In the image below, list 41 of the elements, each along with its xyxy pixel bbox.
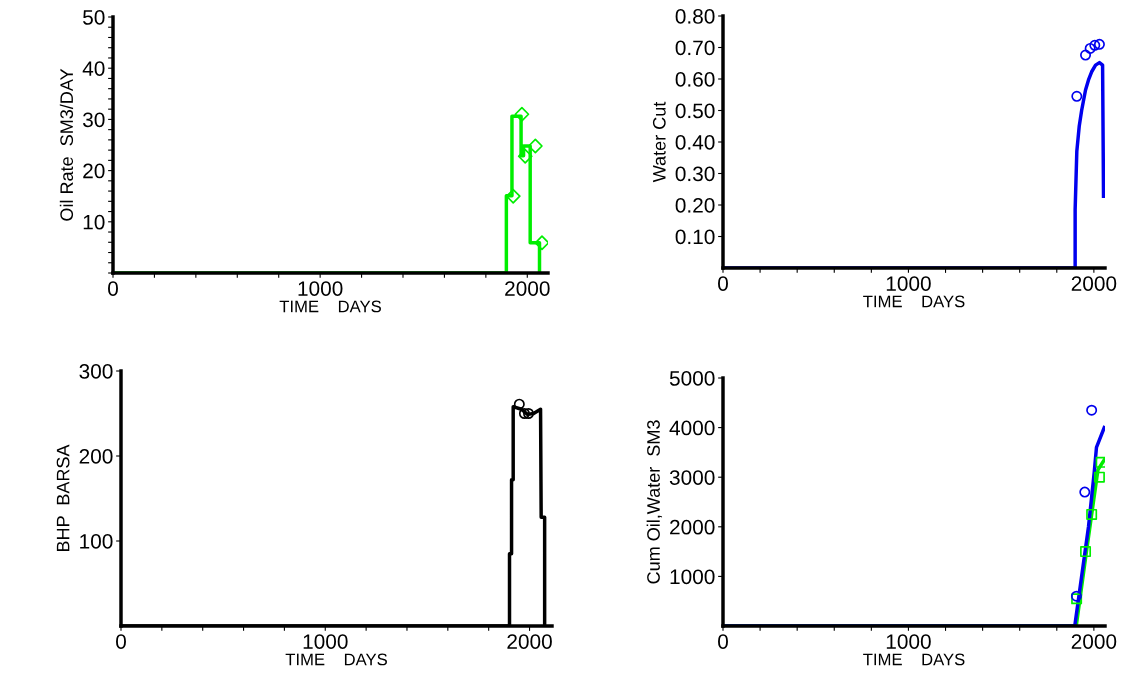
x-tick-label: 0 [116,634,126,649]
y-tick-label: 0.40 [675,135,715,150]
y-tick-label: 0.50 [675,103,715,119]
y-tick-label: 200 [79,449,113,464]
x-tick-label: 0 [108,281,118,296]
y-tick-label: 50 [83,10,105,25]
x-tick-label: 2000 [505,281,550,296]
y-tick-label: 0.70 [675,40,715,56]
y-tick-label: 0.20 [675,198,715,213]
x-tick-label: 0 [718,634,728,649]
y-tick-label: 0.30 [675,166,715,182]
y-axis-title: Water Cut [652,101,666,183]
y-tick-label: 20 [83,163,105,179]
y-axis-title: BHP BARSA [56,444,70,552]
y-tick-label: 0.10 [675,229,715,245]
x-axis-title: TIME DAYS [279,300,381,313]
y-tick-label: 0.80 [675,9,715,24]
x-tick-label: 1000 [298,281,343,296]
y-tick-label: 300 [79,364,113,379]
x-tick-label: 2000 [1071,634,1117,649]
x-tick-label: 2000 [507,634,552,649]
x-axis-title: TIME DAYS [285,653,387,666]
y-tick-label: 1000 [670,569,715,585]
x-tick-label: 2000 [1071,276,1117,291]
y-tick-label: 5000 [669,371,715,386]
y-tick-label: 4000 [669,420,715,436]
x-axis-title: TIME DAYS [863,295,965,308]
y-tick-label: 100 [80,534,113,549]
y-tick-label: 10 [83,214,105,230]
y-tick-label: 30 [82,112,105,128]
x-axis-title: TIME DAYS [863,653,965,666]
x-tick-label: 1000 [886,276,931,291]
y-tick-label: 3000 [669,470,715,485]
y-axis-title: Cum Oil,Water SM3 [646,420,663,584]
x-tick-label: 1000 [303,634,348,649]
x-tick-label: 0 [718,276,728,291]
y-axis-title: Oil Rate SM3/DAY [59,68,74,221]
y-tick-label: 0.60 [675,72,715,87]
x-tick-label: 1000 [886,634,931,649]
y-tick-label: 40 [82,61,105,76]
y-tick-label: 2000 [670,519,715,535]
